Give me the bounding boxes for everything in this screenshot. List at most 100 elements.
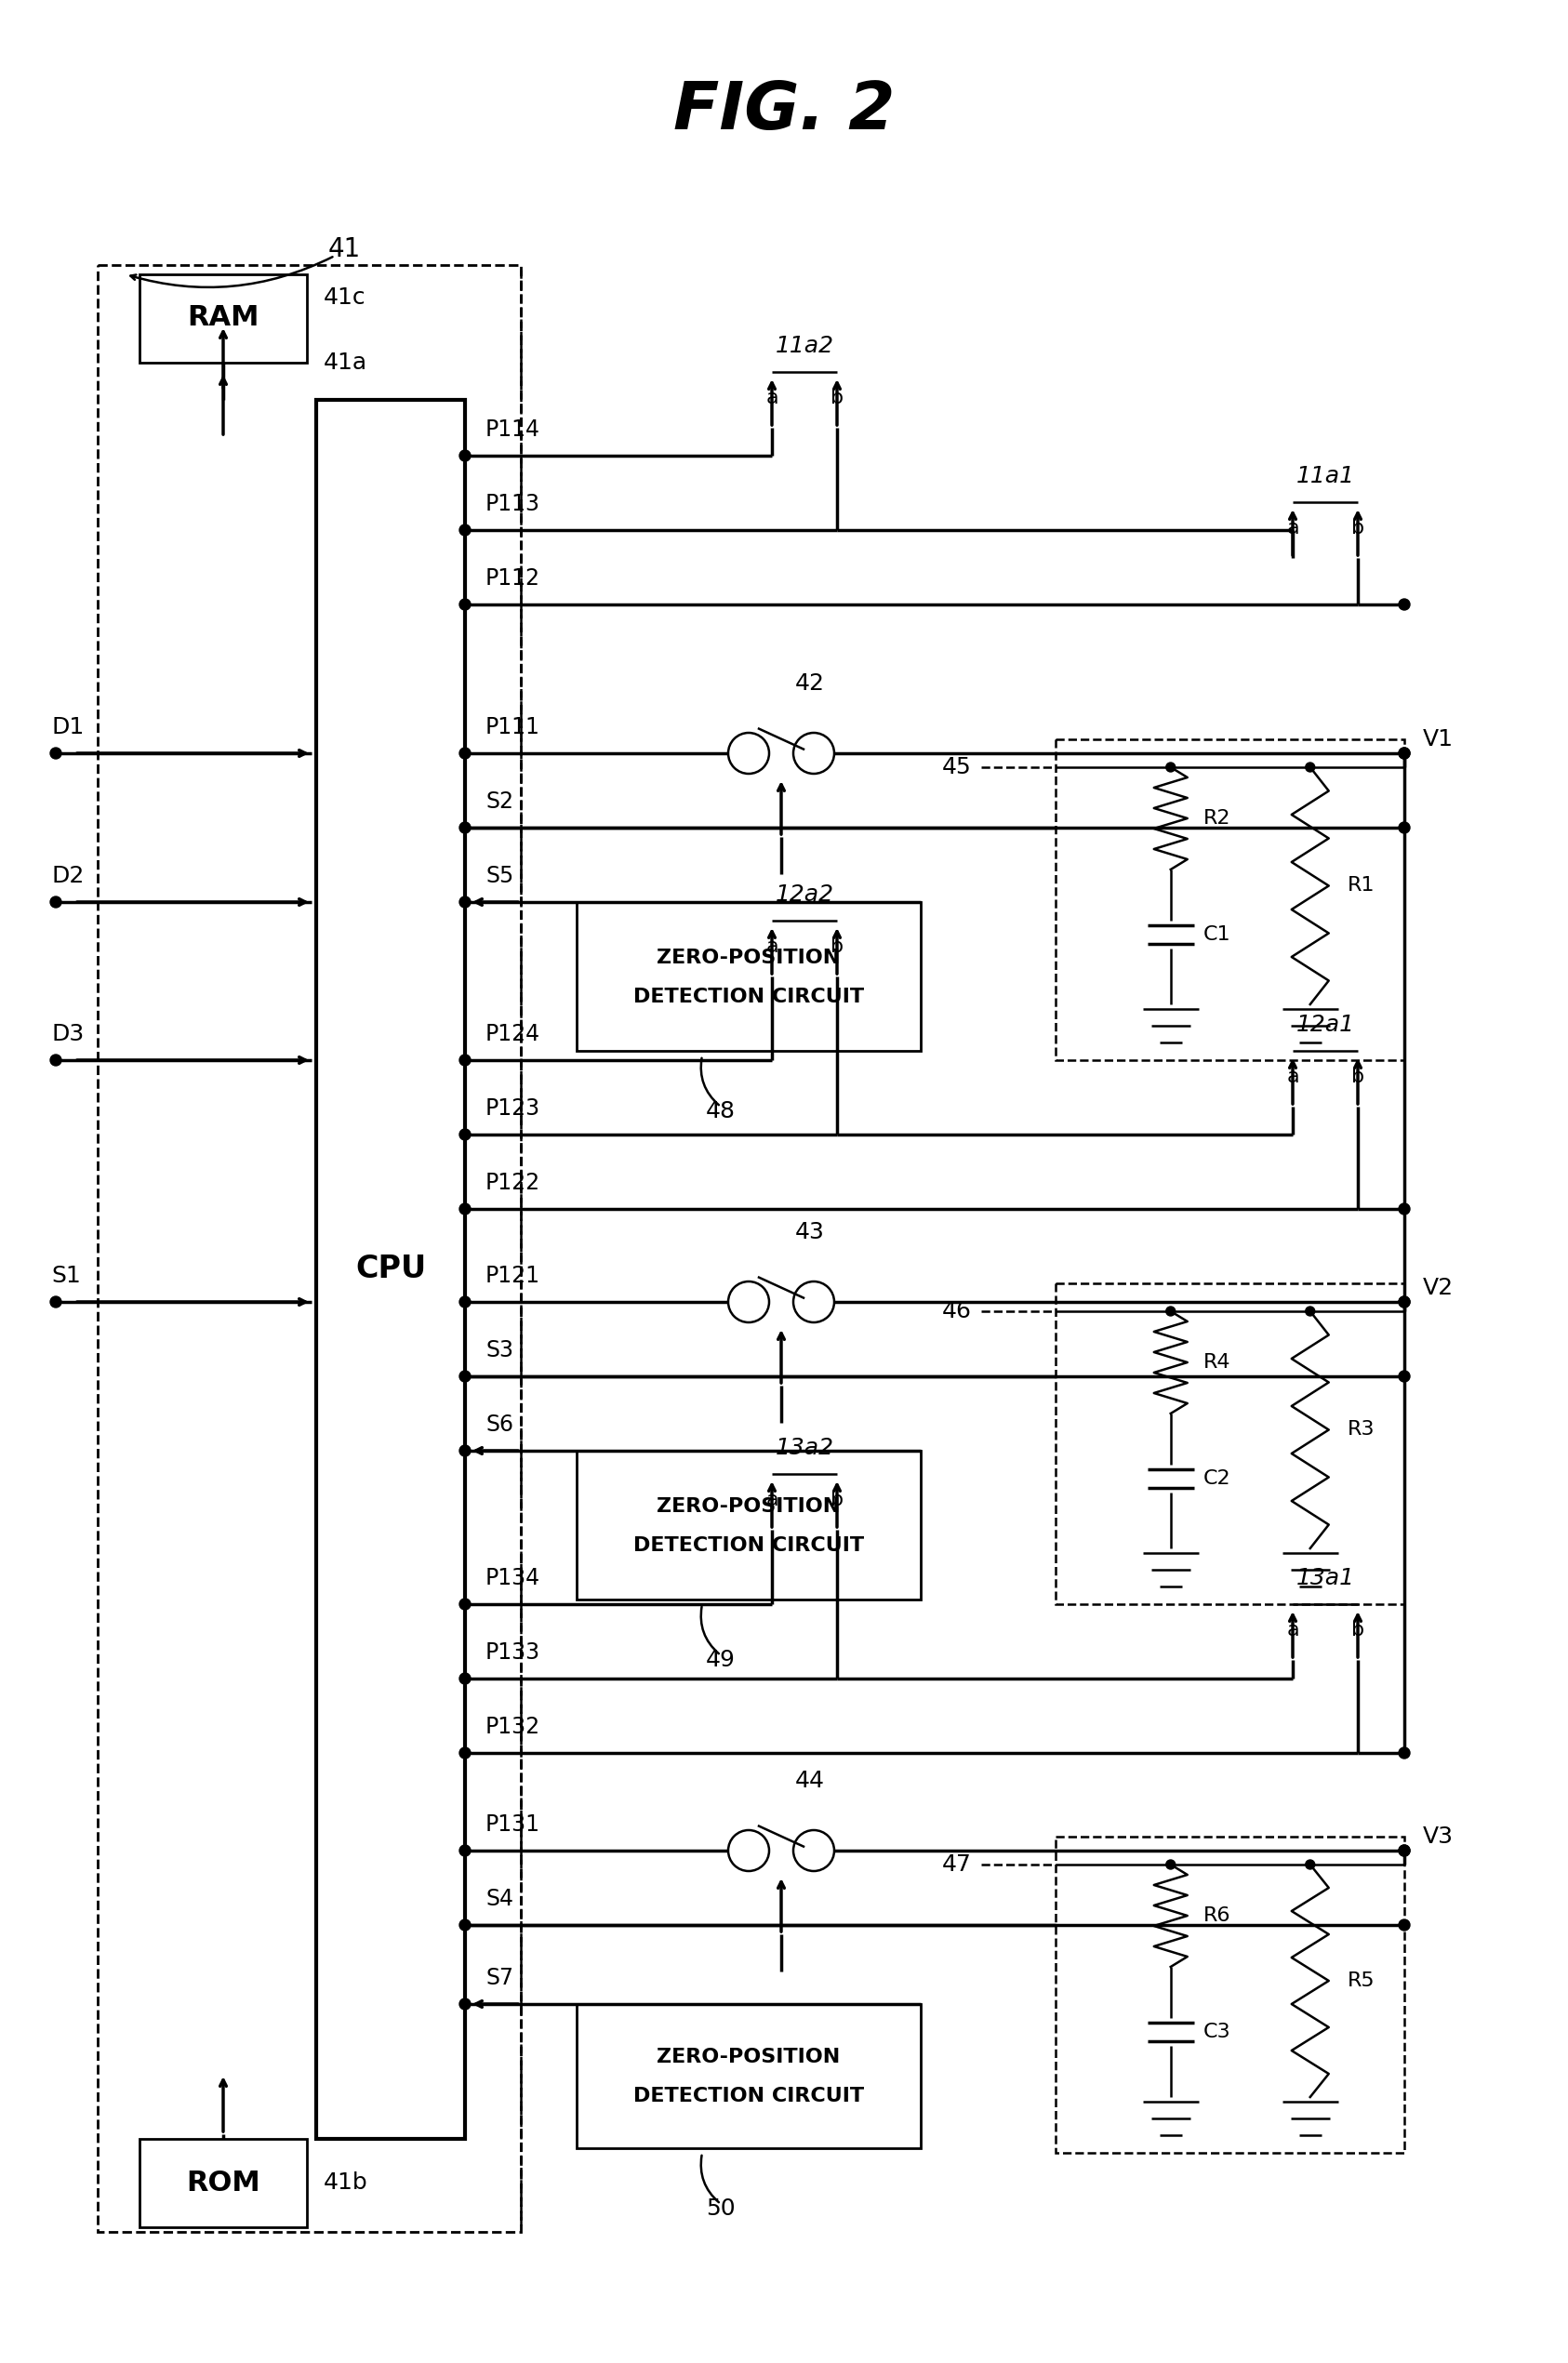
- Text: DETECTION CIRCUIT: DETECTION CIRCUIT: [633, 2087, 864, 2105]
- Text: R5: R5: [1347, 1971, 1375, 1990]
- Text: ZERO-POSITION: ZERO-POSITION: [657, 2049, 840, 2065]
- Text: S1: S1: [52, 1264, 80, 1288]
- Circle shape: [459, 1054, 470, 1066]
- Circle shape: [1399, 747, 1410, 759]
- Text: b: b: [831, 938, 844, 957]
- Circle shape: [1399, 1297, 1410, 1307]
- Text: 41a: 41a: [323, 352, 367, 373]
- Circle shape: [1306, 763, 1316, 773]
- Text: P131: P131: [486, 1812, 541, 1836]
- Text: D3: D3: [52, 1023, 85, 1044]
- Circle shape: [1399, 1297, 1410, 1307]
- Text: S7: S7: [486, 1966, 513, 1990]
- Text: 43: 43: [795, 1222, 825, 1243]
- Text: 13a1: 13a1: [1297, 1567, 1355, 1590]
- Text: R2: R2: [1203, 808, 1231, 827]
- Text: S6: S6: [486, 1413, 513, 1437]
- Text: S4: S4: [486, 1888, 513, 1909]
- Text: P122: P122: [486, 1172, 541, 1193]
- Text: D1: D1: [52, 716, 85, 737]
- Text: 12a1: 12a1: [1297, 1014, 1355, 1035]
- Text: P133: P133: [486, 1642, 541, 1664]
- Circle shape: [459, 747, 470, 759]
- Bar: [1055, 1283, 1405, 1604]
- Text: D2: D2: [52, 865, 85, 886]
- Text: C1: C1: [1203, 926, 1231, 943]
- Circle shape: [1167, 763, 1176, 773]
- Circle shape: [50, 896, 61, 907]
- Text: 41: 41: [328, 236, 361, 262]
- Circle shape: [1167, 1860, 1176, 1869]
- Text: P124: P124: [486, 1023, 541, 1044]
- Circle shape: [1399, 1846, 1410, 1857]
- Text: P123: P123: [486, 1096, 541, 1120]
- Circle shape: [459, 1297, 470, 1307]
- Text: 41b: 41b: [323, 2172, 368, 2193]
- Text: C2: C2: [1203, 1470, 1231, 1489]
- Bar: [577, 2004, 920, 2148]
- Text: P113: P113: [486, 494, 541, 515]
- Bar: [140, 2139, 307, 2228]
- Circle shape: [459, 1130, 470, 1139]
- Text: P112: P112: [486, 567, 541, 591]
- Text: R4: R4: [1203, 1354, 1231, 1371]
- Text: a: a: [1286, 1621, 1298, 1640]
- Circle shape: [1399, 822, 1410, 834]
- Text: 44: 44: [795, 1770, 825, 1791]
- Circle shape: [1399, 1371, 1410, 1382]
- Text: 12a2: 12a2: [775, 884, 834, 905]
- Text: FIG. 2: FIG. 2: [673, 80, 895, 144]
- Text: 11a2: 11a2: [775, 336, 834, 357]
- Bar: [1055, 1836, 1405, 2153]
- Bar: [577, 903, 920, 1052]
- Circle shape: [459, 1846, 470, 1857]
- Text: DETECTION CIRCUIT: DETECTION CIRCUIT: [633, 1536, 864, 1555]
- Circle shape: [459, 1999, 470, 2009]
- Text: 41c: 41c: [323, 286, 365, 310]
- Text: b: b: [1352, 1621, 1364, 1640]
- Text: CPU: CPU: [354, 1255, 426, 1285]
- Bar: [317, 399, 466, 2139]
- Circle shape: [1306, 1307, 1316, 1316]
- Circle shape: [459, 449, 470, 461]
- Text: S3: S3: [486, 1340, 513, 1361]
- Circle shape: [1399, 747, 1410, 759]
- Text: 46: 46: [942, 1300, 972, 1323]
- Text: 45: 45: [942, 756, 972, 777]
- Text: R3: R3: [1347, 1420, 1375, 1439]
- Text: 50: 50: [706, 2198, 735, 2219]
- Text: 48: 48: [706, 1101, 735, 1122]
- Text: 42: 42: [795, 673, 825, 695]
- Circle shape: [459, 1371, 470, 1382]
- Bar: [1055, 740, 1405, 1061]
- Circle shape: [1167, 1307, 1176, 1316]
- Circle shape: [1399, 1203, 1410, 1215]
- Text: a: a: [765, 390, 778, 406]
- Bar: [140, 274, 307, 362]
- Circle shape: [50, 1297, 61, 1307]
- Text: 49: 49: [706, 1649, 735, 1671]
- Circle shape: [50, 747, 61, 759]
- Circle shape: [459, 1446, 470, 1456]
- Text: a: a: [765, 938, 778, 957]
- Circle shape: [1399, 1746, 1410, 1758]
- Text: V2: V2: [1422, 1276, 1454, 1300]
- Text: b: b: [1352, 520, 1364, 536]
- Text: V1: V1: [1422, 728, 1454, 751]
- Circle shape: [459, 598, 470, 610]
- Text: b: b: [831, 1491, 844, 1510]
- Circle shape: [1306, 1860, 1316, 1869]
- Bar: [97, 265, 521, 2233]
- Text: C3: C3: [1203, 2023, 1231, 2042]
- Text: 13a2: 13a2: [775, 1437, 834, 1458]
- Text: P114: P114: [486, 418, 541, 442]
- Text: a: a: [1286, 1068, 1298, 1087]
- Circle shape: [459, 525, 470, 536]
- Circle shape: [459, 1746, 470, 1758]
- Text: R6: R6: [1203, 1907, 1231, 1926]
- Text: DETECTION CIRCUIT: DETECTION CIRCUIT: [633, 988, 864, 1007]
- Bar: [577, 1451, 920, 1600]
- Circle shape: [459, 1673, 470, 1685]
- Circle shape: [50, 1054, 61, 1066]
- Circle shape: [459, 1919, 470, 1931]
